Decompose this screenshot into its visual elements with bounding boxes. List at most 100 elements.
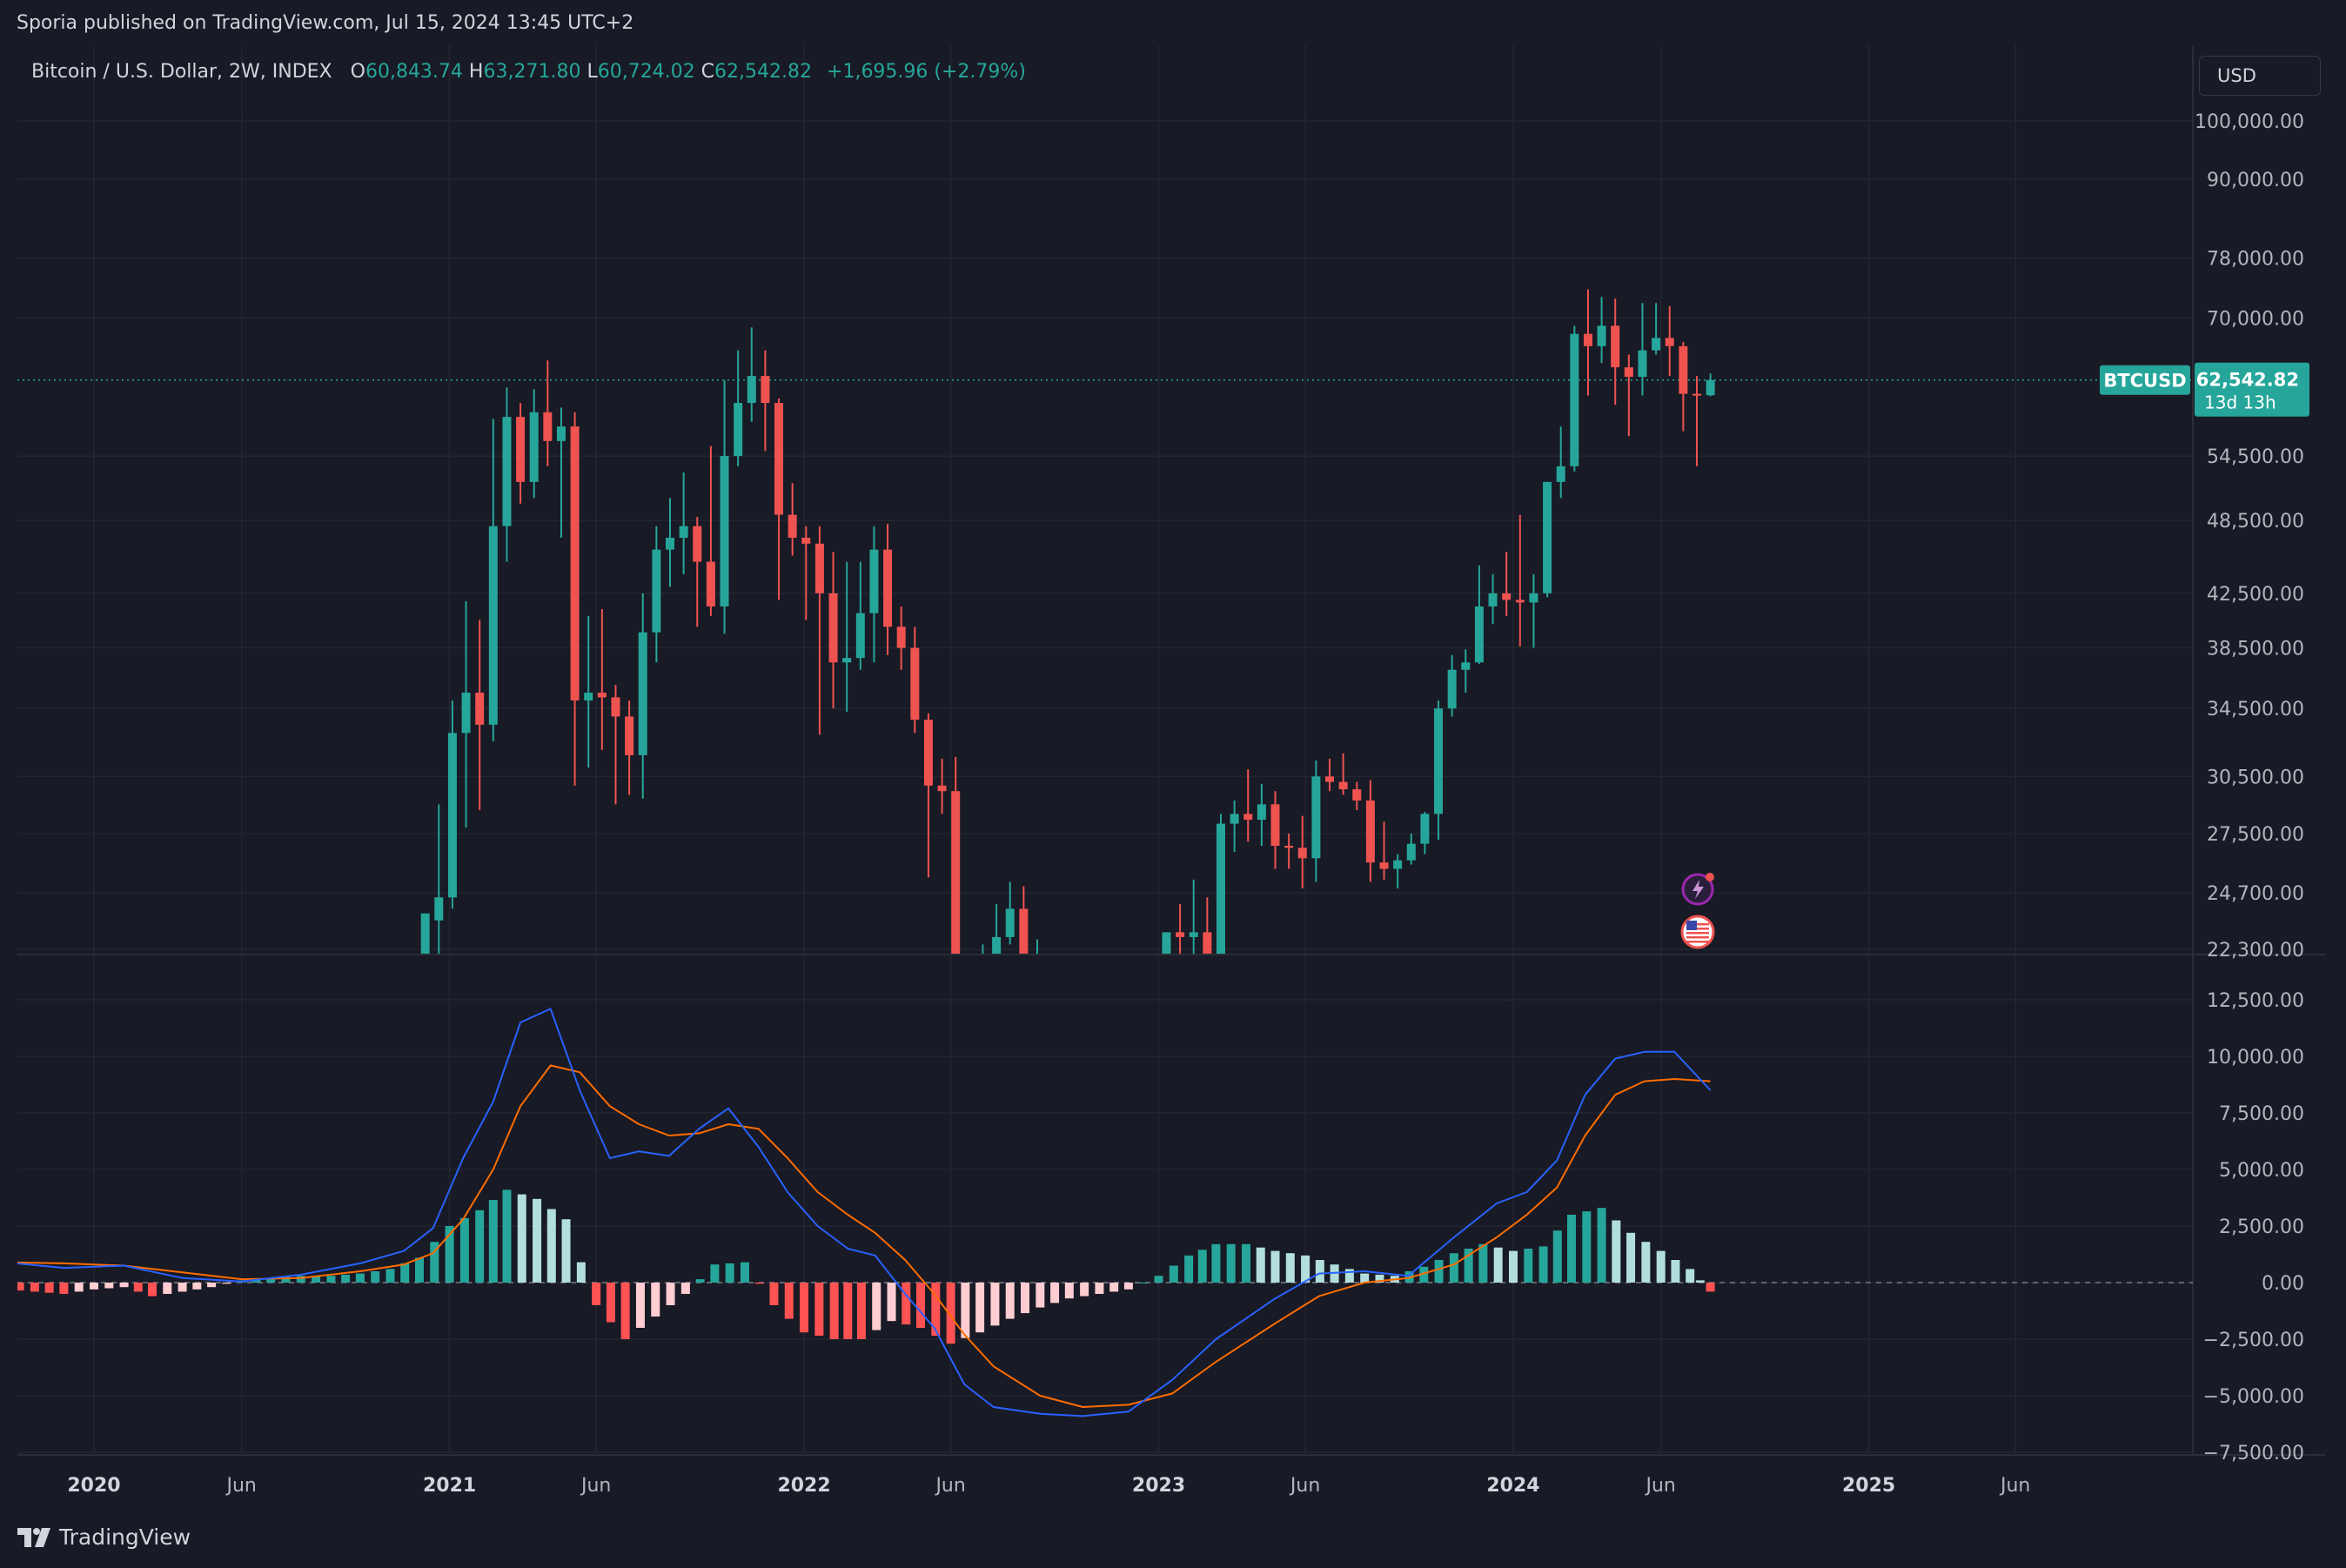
- macd-pane[interactable]: [17, 955, 2193, 1455]
- histogram-bar: [400, 1263, 410, 1283]
- open-label: O: [350, 61, 365, 83]
- price-axis-label: 34,500.00: [2207, 699, 2304, 720]
- histogram-bar: [561, 1219, 571, 1283]
- candle-body: [461, 693, 471, 734]
- histogram-bar: [430, 1242, 439, 1283]
- time-axis-label: Jun: [1999, 1475, 2030, 1497]
- histogram-bar: [326, 1276, 336, 1283]
- histogram-bar: [843, 1283, 853, 1339]
- time-axis-label: Jun: [1289, 1475, 1320, 1497]
- candle-body: [828, 593, 838, 663]
- price-axis-label: 78,000.00: [2207, 249, 2304, 271]
- candle-body: [855, 613, 865, 659]
- candle-body: [1311, 776, 1321, 859]
- histogram-bar: [163, 1283, 172, 1294]
- histogram-bar: [44, 1283, 54, 1293]
- candle-body: [420, 913, 430, 954]
- time-axis-label: Jun: [1644, 1475, 1675, 1497]
- currency-button[interactable]: USD: [2199, 56, 2321, 96]
- histogram-bar: [414, 1257, 424, 1283]
- symbol-tag[interactable]: BTCUSD: [2100, 365, 2190, 395]
- candle-body: [1434, 708, 1444, 814]
- candle-body: [734, 403, 743, 457]
- histogram-bar: [251, 1279, 261, 1283]
- change-value: +1,695.96 (+2.79%): [827, 61, 1026, 83]
- histogram-bar: [1154, 1276, 1163, 1283]
- candle-body: [679, 526, 688, 539]
- macd-axis-label: 2,500.00: [2219, 1216, 2304, 1238]
- open-value: 60,843.74: [365, 61, 463, 83]
- histogram-bar: [1184, 1255, 1194, 1283]
- axes: 100,000.00 90,000.00 78,000.00 70,000.00 54,…: [67, 111, 2309, 1497]
- candle-body: [1406, 843, 1416, 861]
- price-axis-label: 70,000.00: [2207, 308, 2304, 330]
- candle-body: [801, 538, 811, 544]
- candle-body: [1230, 814, 1239, 824]
- histogram-bar: [371, 1271, 380, 1283]
- candle-body: [1019, 908, 1029, 954]
- histogram-bar: [695, 1279, 705, 1283]
- histogram-bar: [1109, 1283, 1119, 1292]
- histogram-bar: [990, 1283, 1000, 1326]
- candle-body: [1005, 908, 1015, 937]
- histogram-bar: [856, 1283, 866, 1339]
- histogram-bar: [74, 1283, 84, 1292]
- top-bar: Sporia published on TradingView.com, Jul…: [0, 0, 2346, 49]
- candle-body: [923, 720, 933, 786]
- histogram-bar: [1301, 1255, 1310, 1283]
- histogram-bar: [916, 1283, 926, 1328]
- histogram-bar: [1612, 1220, 1621, 1283]
- candle-body: [693, 526, 702, 562]
- symbol-title[interactable]: Bitcoin / U.S. Dollar, 2W, INDEX: [31, 61, 332, 83]
- histogram-bar: [1242, 1243, 1251, 1283]
- candle-body: [1325, 776, 1335, 782]
- price-axis-label: 30,500.00: [2207, 767, 2304, 788]
- candle-body: [666, 538, 675, 550]
- candle-body: [774, 403, 784, 515]
- histogram-bar: [355, 1273, 365, 1283]
- candle-body: [638, 632, 647, 755]
- price-pane[interactable]: [17, 45, 2193, 954]
- histogram-bar: [1538, 1246, 1548, 1283]
- candle-body: [516, 417, 526, 482]
- candle-body: [597, 693, 607, 698]
- candle-body: [1420, 814, 1430, 844]
- candle-body: [434, 897, 444, 921]
- histogram-bar: [488, 1200, 498, 1283]
- candle-body: [584, 693, 593, 701]
- candle-body: [883, 549, 893, 627]
- histogram-bar: [296, 1276, 305, 1283]
- candle-body: [1461, 662, 1471, 670]
- candle-body: [1284, 846, 1294, 848]
- time-axis-label: Jun: [934, 1475, 965, 1497]
- histogram-bar: [178, 1283, 187, 1292]
- us-flag-icon[interactable]: [1680, 915, 1715, 949]
- histogram-bar: [635, 1283, 645, 1328]
- price-axis-label: 42,500.00: [2207, 584, 2304, 606]
- candles: [420, 289, 1715, 954]
- histogram-bar: [1695, 1280, 1705, 1283]
- histogram-bar: [1375, 1274, 1384, 1283]
- histogram-bar: [1656, 1250, 1666, 1283]
- time-axis-label: 2022: [777, 1475, 830, 1497]
- candle-body: [1556, 466, 1565, 482]
- histogram-bar: [119, 1283, 129, 1288]
- histogram-bar: [133, 1283, 143, 1292]
- lightning-icon[interactable]: [1681, 873, 1714, 906]
- histogram-bar: [829, 1283, 839, 1339]
- published-note: Sporia published on TradingView.com, Jul…: [17, 12, 634, 34]
- histogram-bar: [0, 1283, 9, 1290]
- histogram-bar: [266, 1277, 276, 1283]
- candle-body: [1270, 804, 1280, 847]
- histogram-bar: [606, 1283, 615, 1323]
- histogram-bar: [445, 1226, 454, 1283]
- time-axis-label: 2023: [1132, 1475, 1185, 1497]
- histogram-bar: [59, 1283, 69, 1294]
- tradingview-logo[interactable]: TradingView: [17, 1524, 191, 1550]
- histogram-bar: [1270, 1250, 1280, 1283]
- candle-body: [611, 697, 620, 717]
- close-label: C: [700, 61, 715, 83]
- histogram-bar: [312, 1276, 321, 1283]
